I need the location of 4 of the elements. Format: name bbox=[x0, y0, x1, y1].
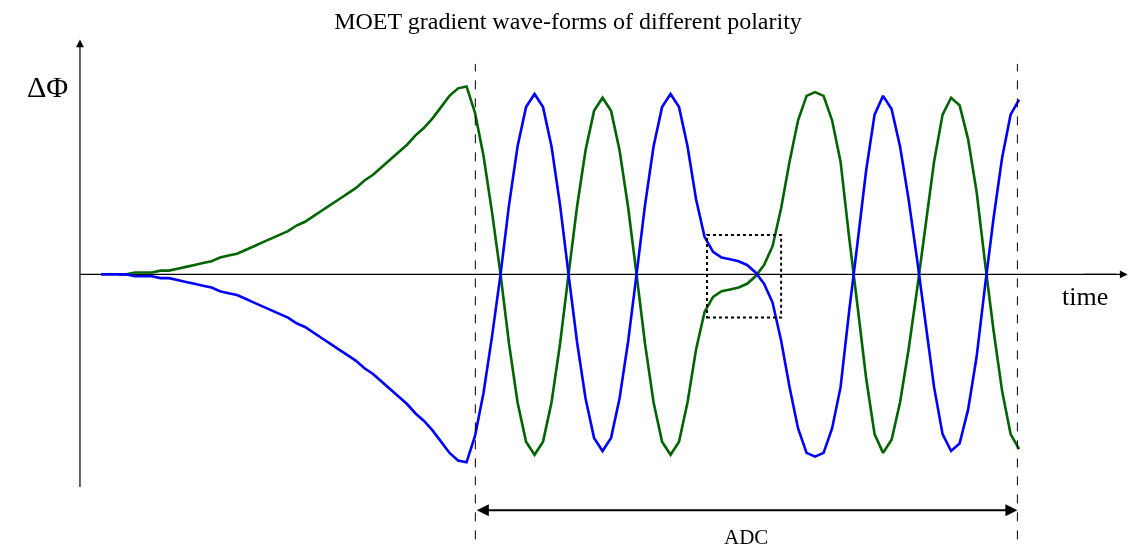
x-axis-title: time bbox=[1062, 282, 1109, 311]
text: ADC bbox=[724, 525, 769, 545]
y-axis-title: ΔΦ bbox=[27, 70, 69, 103]
chart-title: MOET gradient wave-forms of different polarity bbox=[334, 7, 802, 34]
